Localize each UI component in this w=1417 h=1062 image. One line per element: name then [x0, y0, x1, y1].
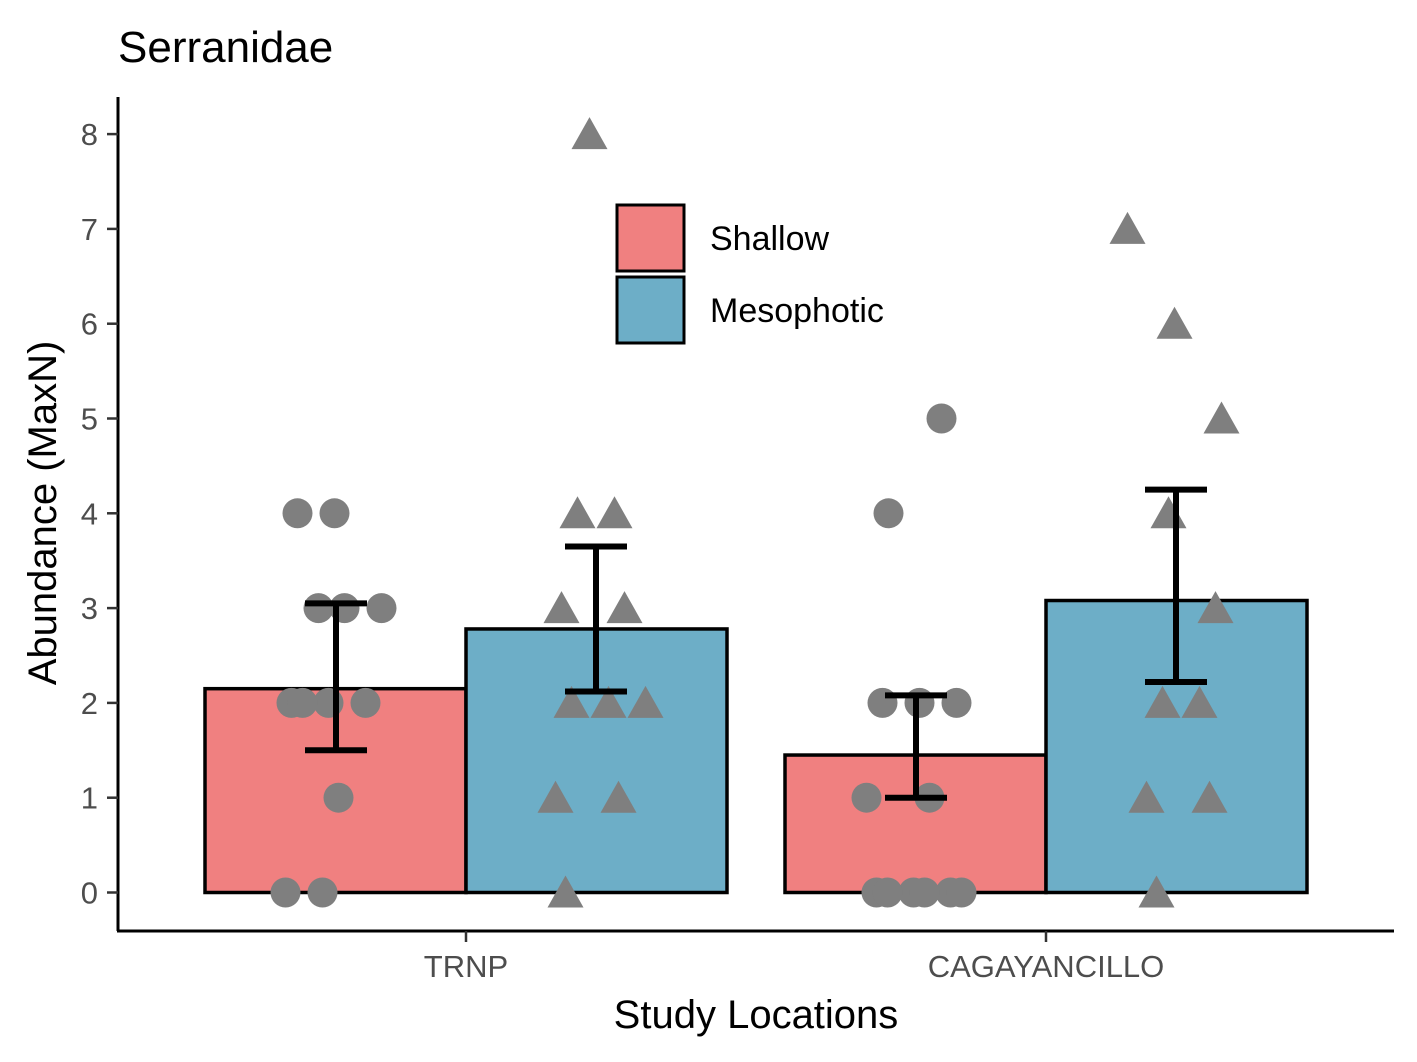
- data-point: [287, 687, 318, 718]
- y-tick-label: 7: [81, 212, 98, 247]
- data-point: [596, 496, 633, 529]
- x-tick-label: CAGAYANCILLO: [928, 949, 1165, 984]
- data-point: [537, 780, 574, 813]
- data-point: [1144, 685, 1181, 718]
- data-point: [627, 685, 664, 718]
- data-point: [1128, 780, 1165, 813]
- y-tick-label: 5: [81, 402, 98, 437]
- data-point: [851, 782, 882, 813]
- data-point: [1197, 591, 1234, 624]
- data-point: [270, 877, 301, 908]
- y-ticks: 0 1 2 3 4 5 6 7 8: [81, 117, 118, 911]
- legend: Shallow Mesophotic: [615, 203, 884, 345]
- data-point: [1109, 211, 1146, 244]
- data-point: [559, 496, 596, 529]
- y-tick-label: 4: [81, 496, 98, 531]
- legend-label: Mesophotic: [710, 292, 884, 330]
- data-point: [323, 782, 354, 813]
- data-point: [1191, 780, 1228, 813]
- bars-layer: [203, 598, 1309, 895]
- data-point: [571, 117, 608, 150]
- y-tick-label: 8: [81, 117, 98, 152]
- legend-swatch: [615, 203, 686, 273]
- data-point: [543, 591, 580, 624]
- data-point: [946, 877, 977, 908]
- data-point: [872, 877, 903, 908]
- data-point: [1156, 306, 1193, 339]
- legend-label: Shallow: [710, 220, 830, 258]
- data-point: [873, 498, 904, 529]
- data-point: [600, 780, 637, 813]
- data-point: [1138, 875, 1175, 908]
- data-point: [350, 687, 381, 718]
- data-point: [366, 593, 397, 624]
- y-tick-label: 0: [81, 876, 98, 911]
- data-point: [282, 498, 313, 529]
- data-point: [941, 687, 972, 718]
- x-ticks: TRNP CAGAYANCILLO: [424, 931, 1164, 984]
- x-axis-title: Study Locations: [614, 993, 899, 1037]
- data-point: [1203, 401, 1240, 434]
- data-point: [307, 877, 338, 908]
- points-layer: [270, 117, 1240, 908]
- data-point: [1181, 685, 1218, 718]
- y-tick-label: 3: [81, 591, 98, 626]
- data-point: [1150, 496, 1187, 529]
- chart-title: Serranidae: [118, 23, 333, 72]
- y-tick-label: 2: [81, 686, 98, 721]
- data-point: [909, 877, 940, 908]
- x-tick-label: TRNP: [424, 949, 508, 984]
- data-point: [547, 875, 584, 908]
- error-bars-layer: [305, 486, 1207, 801]
- data-point: [303, 593, 334, 624]
- data-point: [553, 685, 590, 718]
- data-point: [606, 591, 643, 624]
- legend-swatch: [615, 275, 686, 345]
- y-tick-label: 1: [81, 781, 98, 816]
- y-tick-label: 6: [81, 307, 98, 342]
- data-point: [590, 685, 627, 718]
- data-point: [319, 498, 350, 529]
- y-axis-title: Abundance (MaxN): [21, 341, 65, 686]
- data-point: [926, 403, 957, 434]
